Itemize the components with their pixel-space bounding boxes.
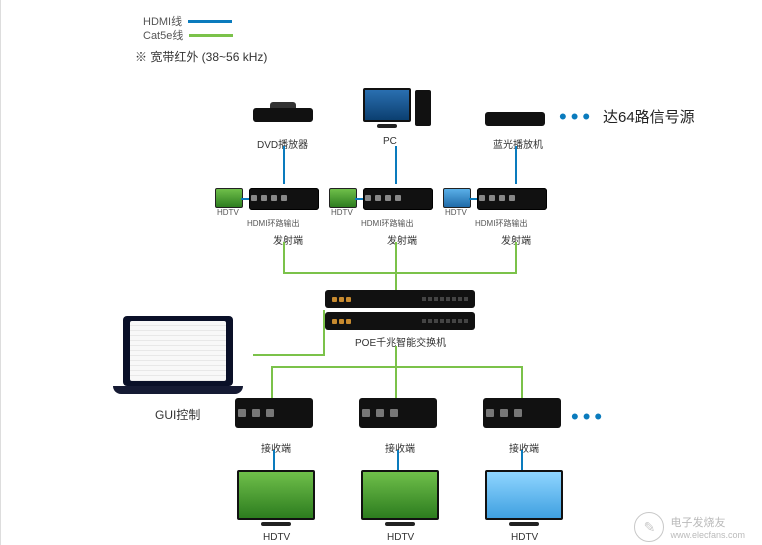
loopout-2-label: HDMI环路输出 (361, 218, 413, 229)
signal-count: 达64路信号源 (603, 106, 695, 127)
poe-switch (325, 290, 475, 334)
line-tx1-h2 (283, 272, 397, 274)
hdtv-small-3-label: HDTV (445, 208, 467, 217)
line-tx2-v (395, 242, 397, 290)
line-tx3-h (397, 272, 517, 274)
line-loop-2 (355, 198, 363, 200)
line-gui-switch-v (323, 310, 325, 356)
tv3-screen (485, 470, 563, 520)
monitor-stand (377, 124, 397, 128)
line-rx2-tv (397, 450, 399, 470)
line-tx1-h (283, 242, 285, 272)
watermark: ✎ 电子发烧友 www.elecfans.com (634, 512, 745, 542)
loopout-3-label: HDMI环路输出 (475, 218, 527, 229)
switch-unit-1 (325, 290, 475, 308)
tv1-stand (261, 522, 291, 526)
pc-monitor (363, 88, 411, 128)
page: HDMI线 Cat5e线 ※ 宽带红外 (38~56 kHz) DVD播放器 P… (0, 0, 762, 545)
line-sw-bus (271, 366, 523, 368)
tx-box-1 (249, 188, 319, 210)
hdtv-small-3 (443, 188, 471, 208)
bluray-label: 蓝光播放机 (493, 136, 543, 151)
rx-box-1 (235, 398, 313, 428)
dvd-body (253, 108, 313, 122)
dvd-player (253, 108, 313, 122)
hdtv-small-1 (215, 188, 243, 208)
laptop-base (113, 386, 243, 394)
line-bluray-tx (515, 146, 517, 184)
watermark-icon: ✎ (634, 512, 664, 542)
tx-2-label: 发射端 (387, 232, 417, 247)
tv2-stand (385, 522, 415, 526)
watermark-text: 电子发烧友 www.elecfans.com (670, 514, 745, 540)
line-loop-1 (241, 198, 249, 200)
hdtv-3 (485, 470, 563, 526)
tv1-screen (237, 470, 315, 520)
tx-box-2 (363, 188, 433, 210)
hdtv-small-1-label: HDTV (217, 208, 239, 217)
sources-ellipsis: ••• (559, 104, 594, 130)
tx-box-3 (477, 188, 547, 210)
watermark-brand: 电子发烧友 (670, 514, 745, 530)
legend-cat5: Cat5e线 (143, 28, 233, 42)
tx-1-label: 发射端 (273, 232, 303, 247)
tv3-stand (509, 522, 539, 526)
legend-cat5-swatch (189, 34, 233, 37)
pc-tower (415, 90, 431, 126)
bluray-player (485, 112, 545, 126)
legend-cat5-label: Cat5e线 (143, 27, 183, 43)
line-sw-rx2 (395, 366, 397, 398)
gui-laptop (123, 316, 253, 394)
line-pc-tx (395, 146, 397, 184)
line-sw-rx3 (521, 366, 523, 398)
line-rx3-tv (521, 450, 523, 470)
watermark-url: www.elecfans.com (670, 530, 745, 540)
line-sw-mid (395, 346, 397, 368)
line-loop-3 (469, 198, 477, 200)
laptop-screen (130, 321, 226, 381)
line-tx3-v (515, 242, 517, 272)
hdtv-small-2-label: HDTV (331, 208, 353, 217)
line-sw-rx1 (271, 366, 273, 398)
loopout-1-label: HDMI环路输出 (247, 218, 299, 229)
tv2-screen (361, 470, 439, 520)
switch-unit-2 (325, 312, 475, 330)
rx-3-label: 接收端 (509, 440, 539, 455)
hdtv-1 (237, 470, 315, 526)
line-dvd-tx (283, 146, 285, 184)
dvd-disc (270, 102, 296, 108)
hdtv-2 (361, 470, 439, 526)
legend: HDMI线 Cat5e线 (143, 14, 233, 42)
hdtv-2-label: HDTV (387, 532, 414, 543)
rx-ellipsis: ••• (571, 404, 606, 430)
line-gui-switch (253, 354, 325, 356)
hdtv-3-label: HDTV (511, 532, 538, 543)
hdtv-1-label: HDTV (263, 532, 290, 543)
rx-1-label: 接收端 (261, 440, 291, 455)
ir-note: ※ 宽带红外 (38~56 kHz) (135, 48, 267, 65)
monitor-screen (363, 88, 411, 122)
legend-hdmi-swatch (188, 20, 232, 23)
switch-label: POE千兆智能交换机 (355, 334, 446, 349)
legend-hdmi: HDMI线 (143, 14, 233, 28)
hdtv-small-2 (329, 188, 357, 208)
diagram-canvas: HDMI线 Cat5e线 ※ 宽带红外 (38~56 kHz) DVD播放器 P… (25, 8, 755, 544)
gui-label: GUI控制 (155, 406, 200, 423)
rx-2-label: 接收端 (385, 440, 415, 455)
rx-box-3 (483, 398, 561, 428)
rx-box-2 (359, 398, 437, 428)
laptop-body (123, 316, 233, 386)
line-rx1-tv (273, 450, 275, 470)
